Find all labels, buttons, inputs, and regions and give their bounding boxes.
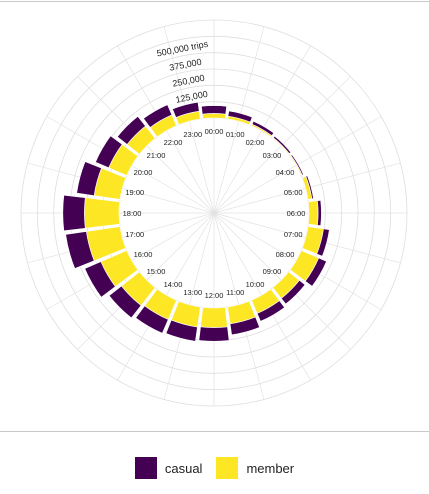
bar-member-6 (308, 200, 319, 226)
hour-label-17: 17:00 (125, 230, 144, 239)
legend-item-member[interactable]: member (216, 457, 294, 479)
legend: casual member (0, 455, 429, 481)
bar-casual-6 (317, 200, 322, 226)
bar-casual-20 (95, 135, 123, 169)
hour-label-7: 07:00 (284, 230, 303, 239)
bar-casual-13 (165, 319, 198, 342)
legend-item-casual[interactable]: casual (134, 457, 203, 479)
bar-casual-14 (135, 305, 169, 334)
bar-casual-3 (272, 135, 292, 155)
bar-member-12 (200, 307, 228, 328)
hour-label-5: 05:00 (284, 188, 303, 197)
hour-label-9: 09:00 (263, 267, 282, 276)
hour-label-22: 22:00 (164, 138, 183, 147)
bar-casual-11 (229, 316, 260, 336)
legend-label-member: member (246, 460, 295, 476)
bar-casual-1 (227, 110, 253, 123)
hour-label-13: 13:00 (183, 288, 202, 297)
legend-label-casual: casual (164, 460, 203, 476)
hour-label-3: 03:00 (263, 151, 282, 160)
bar-casual-5 (305, 175, 314, 200)
hour-label-10: 10:00 (246, 280, 265, 289)
hour-label-12: 12:00 (205, 291, 224, 300)
hour-label-8: 08:00 (276, 250, 295, 259)
bar-casual-17 (65, 231, 95, 269)
bar-casual-7 (316, 228, 330, 257)
bar-member-0 (201, 113, 227, 119)
hour-label-15: 15:00 (147, 267, 166, 276)
hour-label-11: 11:00 (226, 288, 244, 297)
hour-label-18: 18:00 (123, 209, 142, 218)
hour-label-19: 19:00 (125, 188, 144, 197)
hour-label-21: 21:00 (147, 151, 166, 160)
bar-casual-10 (256, 300, 285, 322)
bar-casual-15 (108, 285, 142, 319)
bar-casual-23 (172, 101, 200, 118)
hour-label-6: 06:00 (287, 209, 306, 218)
hour-label-4: 04:00 (276, 168, 295, 177)
bar-member-18 (84, 197, 120, 229)
hour-label-0: 00:00 (205, 127, 224, 136)
hour-label-14: 14:00 (164, 280, 183, 289)
bottom-rule (0, 431, 429, 432)
bar-casual-16 (84, 261, 116, 298)
bar-casual-9 (280, 279, 306, 305)
bar-casual-22 (143, 104, 173, 128)
bar-casual-0 (201, 105, 227, 115)
top-rule (0, 1, 429, 2)
hour-label-20: 20:00 (134, 168, 153, 177)
legend-swatch-member (216, 457, 239, 479)
hour-label-1: 01:00 (226, 130, 245, 139)
legend-swatch-casual (134, 457, 157, 479)
bar-casual-8 (304, 257, 327, 287)
bar-casual-4 (290, 154, 304, 176)
bar-casual-19 (76, 161, 102, 196)
hour-label-2: 02:00 (246, 138, 265, 147)
hour-label-23: 23:00 (183, 130, 202, 139)
bar-casual-12 (198, 326, 230, 342)
hour-label-16: 16:00 (134, 250, 153, 259)
bar-casual-21 (116, 115, 146, 145)
bar-casual-18 (62, 194, 86, 232)
bar-casual-2 (251, 120, 275, 137)
